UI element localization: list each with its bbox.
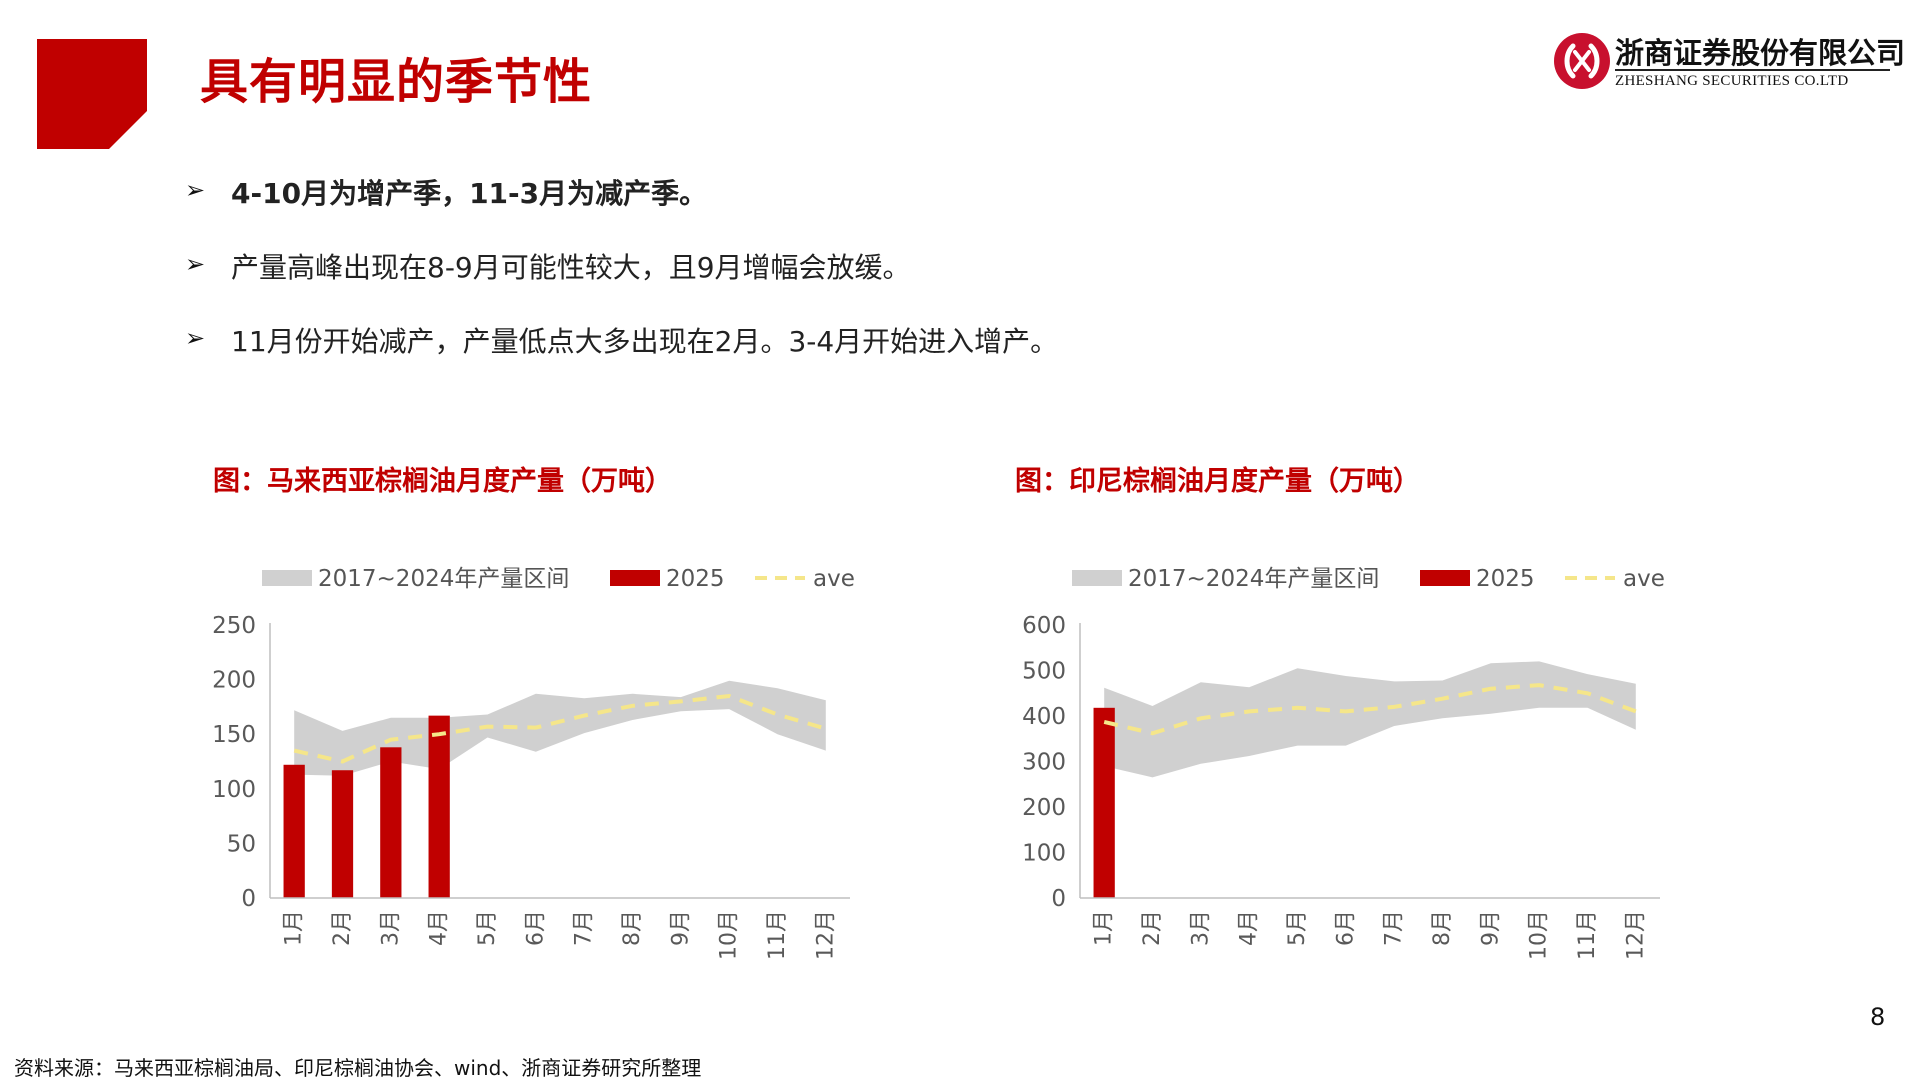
legend-band-swatch (1072, 570, 1122, 586)
y-tick-label: 500 (1022, 659, 1066, 685)
x-tick-label: 7月 (572, 910, 597, 946)
page-number: 8 (1870, 1003, 1886, 1031)
legend-label: ave (1623, 566, 1665, 592)
x-tick-label: 6月 (1333, 910, 1358, 946)
bar-2025 (428, 715, 450, 898)
y-tick-label: 400 (1022, 704, 1066, 730)
x-tick-label: 5月 (1285, 910, 1310, 946)
y-tick-label: 50 (227, 831, 256, 857)
bullet-text: 产量高峰出现在8-9月可能性较大，且9月增幅会放缓。 (231, 251, 911, 284)
y-tick-label: 100 (1022, 841, 1066, 867)
bar-2025 (331, 770, 354, 898)
x-tick-label: 3月 (1188, 910, 1213, 946)
y-tick-label: 600 (1022, 613, 1066, 639)
legend-label: 2025 (666, 566, 725, 592)
x-tick-label: 1月 (1092, 910, 1117, 946)
x-tick-label: 4月 (1237, 910, 1262, 946)
arrow-bullet-icon: ➢ (185, 250, 206, 278)
x-tick-label: 2月 (330, 910, 355, 946)
x-tick-label: 10月 (1527, 910, 1552, 960)
x-tick-label: 5月 (475, 910, 500, 946)
range-band-area (1104, 661, 1636, 778)
logo-english-name: ZHESHANG SECURITIES CO.LTD (1615, 73, 1849, 89)
y-tick-label: 200 (1022, 795, 1066, 821)
x-tick-label: 12月 (1623, 910, 1648, 960)
x-tick-label: 10月 (717, 910, 742, 960)
bullet-text: 11月份开始减产，产量低点大多出现在2月。3-4月开始进入增产。 (231, 325, 1059, 358)
corner-accent (37, 39, 147, 149)
y-tick-label: 250 (212, 613, 256, 639)
x-tick-label: 11月 (1575, 910, 1600, 960)
source-note: 资料来源：马来西亚棕榈油局、印尼棕榈油协会、wind、浙商证券研究所整理 (14, 1056, 702, 1080)
legend-bar-swatch (610, 570, 660, 586)
x-tick-label: 2月 (1140, 910, 1165, 946)
y-tick-label: 200 (212, 668, 256, 694)
indonesia-production-chart: 2017~2024年产量区间 2025 ave 0 100 200 300 400 500 600… (1022, 566, 1665, 960)
x-tick-label: 6月 (523, 910, 548, 946)
chart-title-indonesia: 图：印尼棕榈油月度产量（万吨） (1015, 466, 1420, 497)
legend-label: 2017~2024年产量区间 (318, 566, 569, 592)
y-tick-label: 100 (212, 777, 256, 803)
bullet-text: 4-10月为增产季，11-3月为减产季。 (231, 177, 708, 210)
logo-emblem-icon (1554, 33, 1610, 89)
malaysia-production-chart: 2017~2024年产量区间 2025 ave 0 50 100 150 200 250 1月 2月… (212, 566, 855, 960)
x-tick-label: 3月 (378, 910, 403, 946)
bar-2025 (283, 764, 305, 898)
x-tick-label: 8月 (1430, 910, 1455, 946)
ave-line (1103, 683, 1637, 736)
arrow-bullet-icon: ➢ (185, 176, 206, 204)
logo-chinese-name: 浙商证券股份有限公司 (1615, 36, 1906, 70)
y-tick-label: 0 (1051, 886, 1066, 912)
y-tick-label: 300 (1022, 750, 1066, 776)
legend-label: 2017~2024年产量区间 (1128, 566, 1379, 592)
legend-label: ave (813, 566, 855, 592)
range-band-area (294, 680, 826, 776)
page-title: 具有明显的季节性 (200, 54, 593, 110)
logo-divider (1615, 69, 1890, 71)
bar-2025 (380, 747, 402, 898)
x-tick-label: 4月 (427, 910, 452, 946)
x-tick-label: 8月 (620, 910, 645, 946)
chart-title-malaysia: 图：马来西亚棕榈油月度产量（万吨） (213, 466, 672, 497)
legend-band-swatch (262, 570, 312, 586)
y-tick-label: 0 (241, 886, 256, 912)
y-tick-label: 150 (212, 722, 256, 748)
legend-bar-swatch (1420, 570, 1470, 586)
x-tick-label: 1月 (282, 910, 307, 946)
company-logo: 浙商证券股份有限公司 ZHESHANG SECURITIES CO.LTD (1553, 30, 1905, 92)
x-tick-label: 9月 (1478, 910, 1503, 946)
x-tick-label: 11月 (765, 910, 790, 960)
x-tick-label: 9月 (668, 910, 693, 946)
x-tick-label: 12月 (813, 910, 838, 960)
ave-line (293, 693, 827, 764)
arrow-bullet-icon: ➢ (185, 324, 206, 352)
x-tick-label: 7月 (1382, 910, 1407, 946)
legend-label: 2025 (1476, 566, 1535, 592)
bar-2025 (1093, 707, 1115, 898)
